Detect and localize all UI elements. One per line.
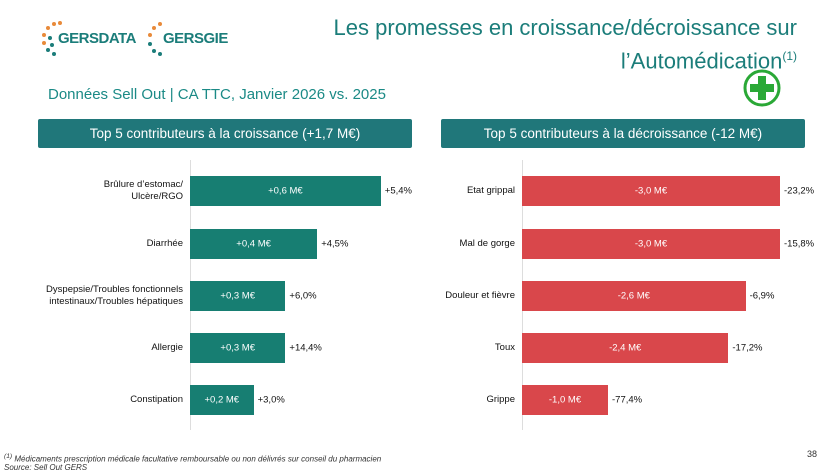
bar <box>190 281 286 311</box>
title-text: Les promesses en croissance/décroissance… <box>333 15 797 74</box>
source: Source: Sell Out GERS <box>4 463 88 472</box>
change-label: -15,8% <box>784 238 815 250</box>
category-label: Constipation <box>130 394 183 405</box>
bar <box>190 333 286 363</box>
logo: GERSDATA <box>58 30 136 47</box>
category-label: Etat grippal <box>466 185 515 196</box>
bar <box>190 176 381 206</box>
change-label: -23,2% <box>784 185 815 197</box>
bar <box>522 281 746 311</box>
value-label: -3,0 M€ <box>634 185 668 197</box>
category-label: Brûlure d’estomac/ Ulcère/RGO <box>103 179 183 202</box>
footnote-text: Médicaments prescription médicale facult… <box>14 454 382 464</box>
logo: GERSGIE <box>163 30 228 47</box>
category-label: Toux <box>494 342 515 353</box>
category-label: Mal de gorge <box>459 238 515 249</box>
value-label: -2,4 M€ <box>609 342 642 354</box>
chart-header: Top 5 contributeurs à la décroissance (-… <box>441 119 805 148</box>
value-label: +0,3 M€ <box>220 290 255 302</box>
category-label: Dyspepsie/Troubles fonctionnels intestin… <box>46 284 183 307</box>
category-label: Grippe <box>486 394 515 405</box>
bar <box>522 176 780 206</box>
change-label: -77,4% <box>612 394 643 406</box>
value-label: +0,3 M€ <box>220 342 255 354</box>
value-label: -2,6 M€ <box>617 290 650 302</box>
change-label: -6,9% <box>749 290 775 302</box>
change-label: +6,0% <box>289 290 317 302</box>
bar <box>522 333 729 363</box>
chart-header: Top 5 contributeurs à la croissance (+1,… <box>38 119 412 148</box>
logo-dots <box>42 21 162 56</box>
category-label: Diarrhée <box>146 238 183 249</box>
bar <box>522 229 780 259</box>
page-number: 38 <box>806 449 817 459</box>
title-note: (1) <box>782 49 797 63</box>
value-label: +0,2 M€ <box>204 394 240 406</box>
bar <box>522 385 608 415</box>
value-label: -1,0 M€ <box>548 394 582 406</box>
change-label: -17,2% <box>732 342 763 354</box>
value-label: +0,4 M€ <box>236 238 271 250</box>
change-label: +5,4% <box>384 185 412 197</box>
value-label: -3,0 M€ <box>634 238 668 250</box>
bar <box>190 385 254 415</box>
change-label: +4,5% <box>321 238 349 250</box>
footnote: (1) Médicaments prescription médicale fa… <box>4 453 381 464</box>
change-label: +14,4% <box>289 342 322 354</box>
subtitle: Données Sell Out | CA TTC, Janvier 2026 … <box>48 86 386 103</box>
footnote-mark: (1) <box>4 453 13 460</box>
bar <box>190 229 318 259</box>
value-label: +0,6 M€ <box>268 185 303 197</box>
change-label: +3,0% <box>257 394 285 406</box>
plus-icon <box>743 69 781 107</box>
category-label: Allergie <box>151 342 183 353</box>
category-label: Douleur et fièvre <box>445 290 515 301</box>
title: Les promesses en croissance/décroissance… <box>277 14 797 75</box>
